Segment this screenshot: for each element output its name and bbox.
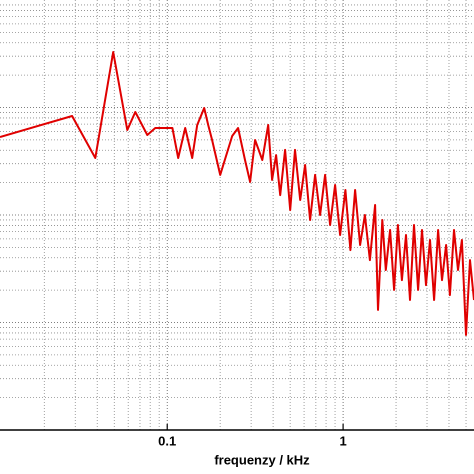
x-tick-label: 1 — [339, 433, 346, 448]
x-tick-label: 0.1 — [158, 433, 176, 448]
x-axis-label: frequenzy / kHz — [214, 452, 310, 467]
series-line — [0, 51, 474, 336]
